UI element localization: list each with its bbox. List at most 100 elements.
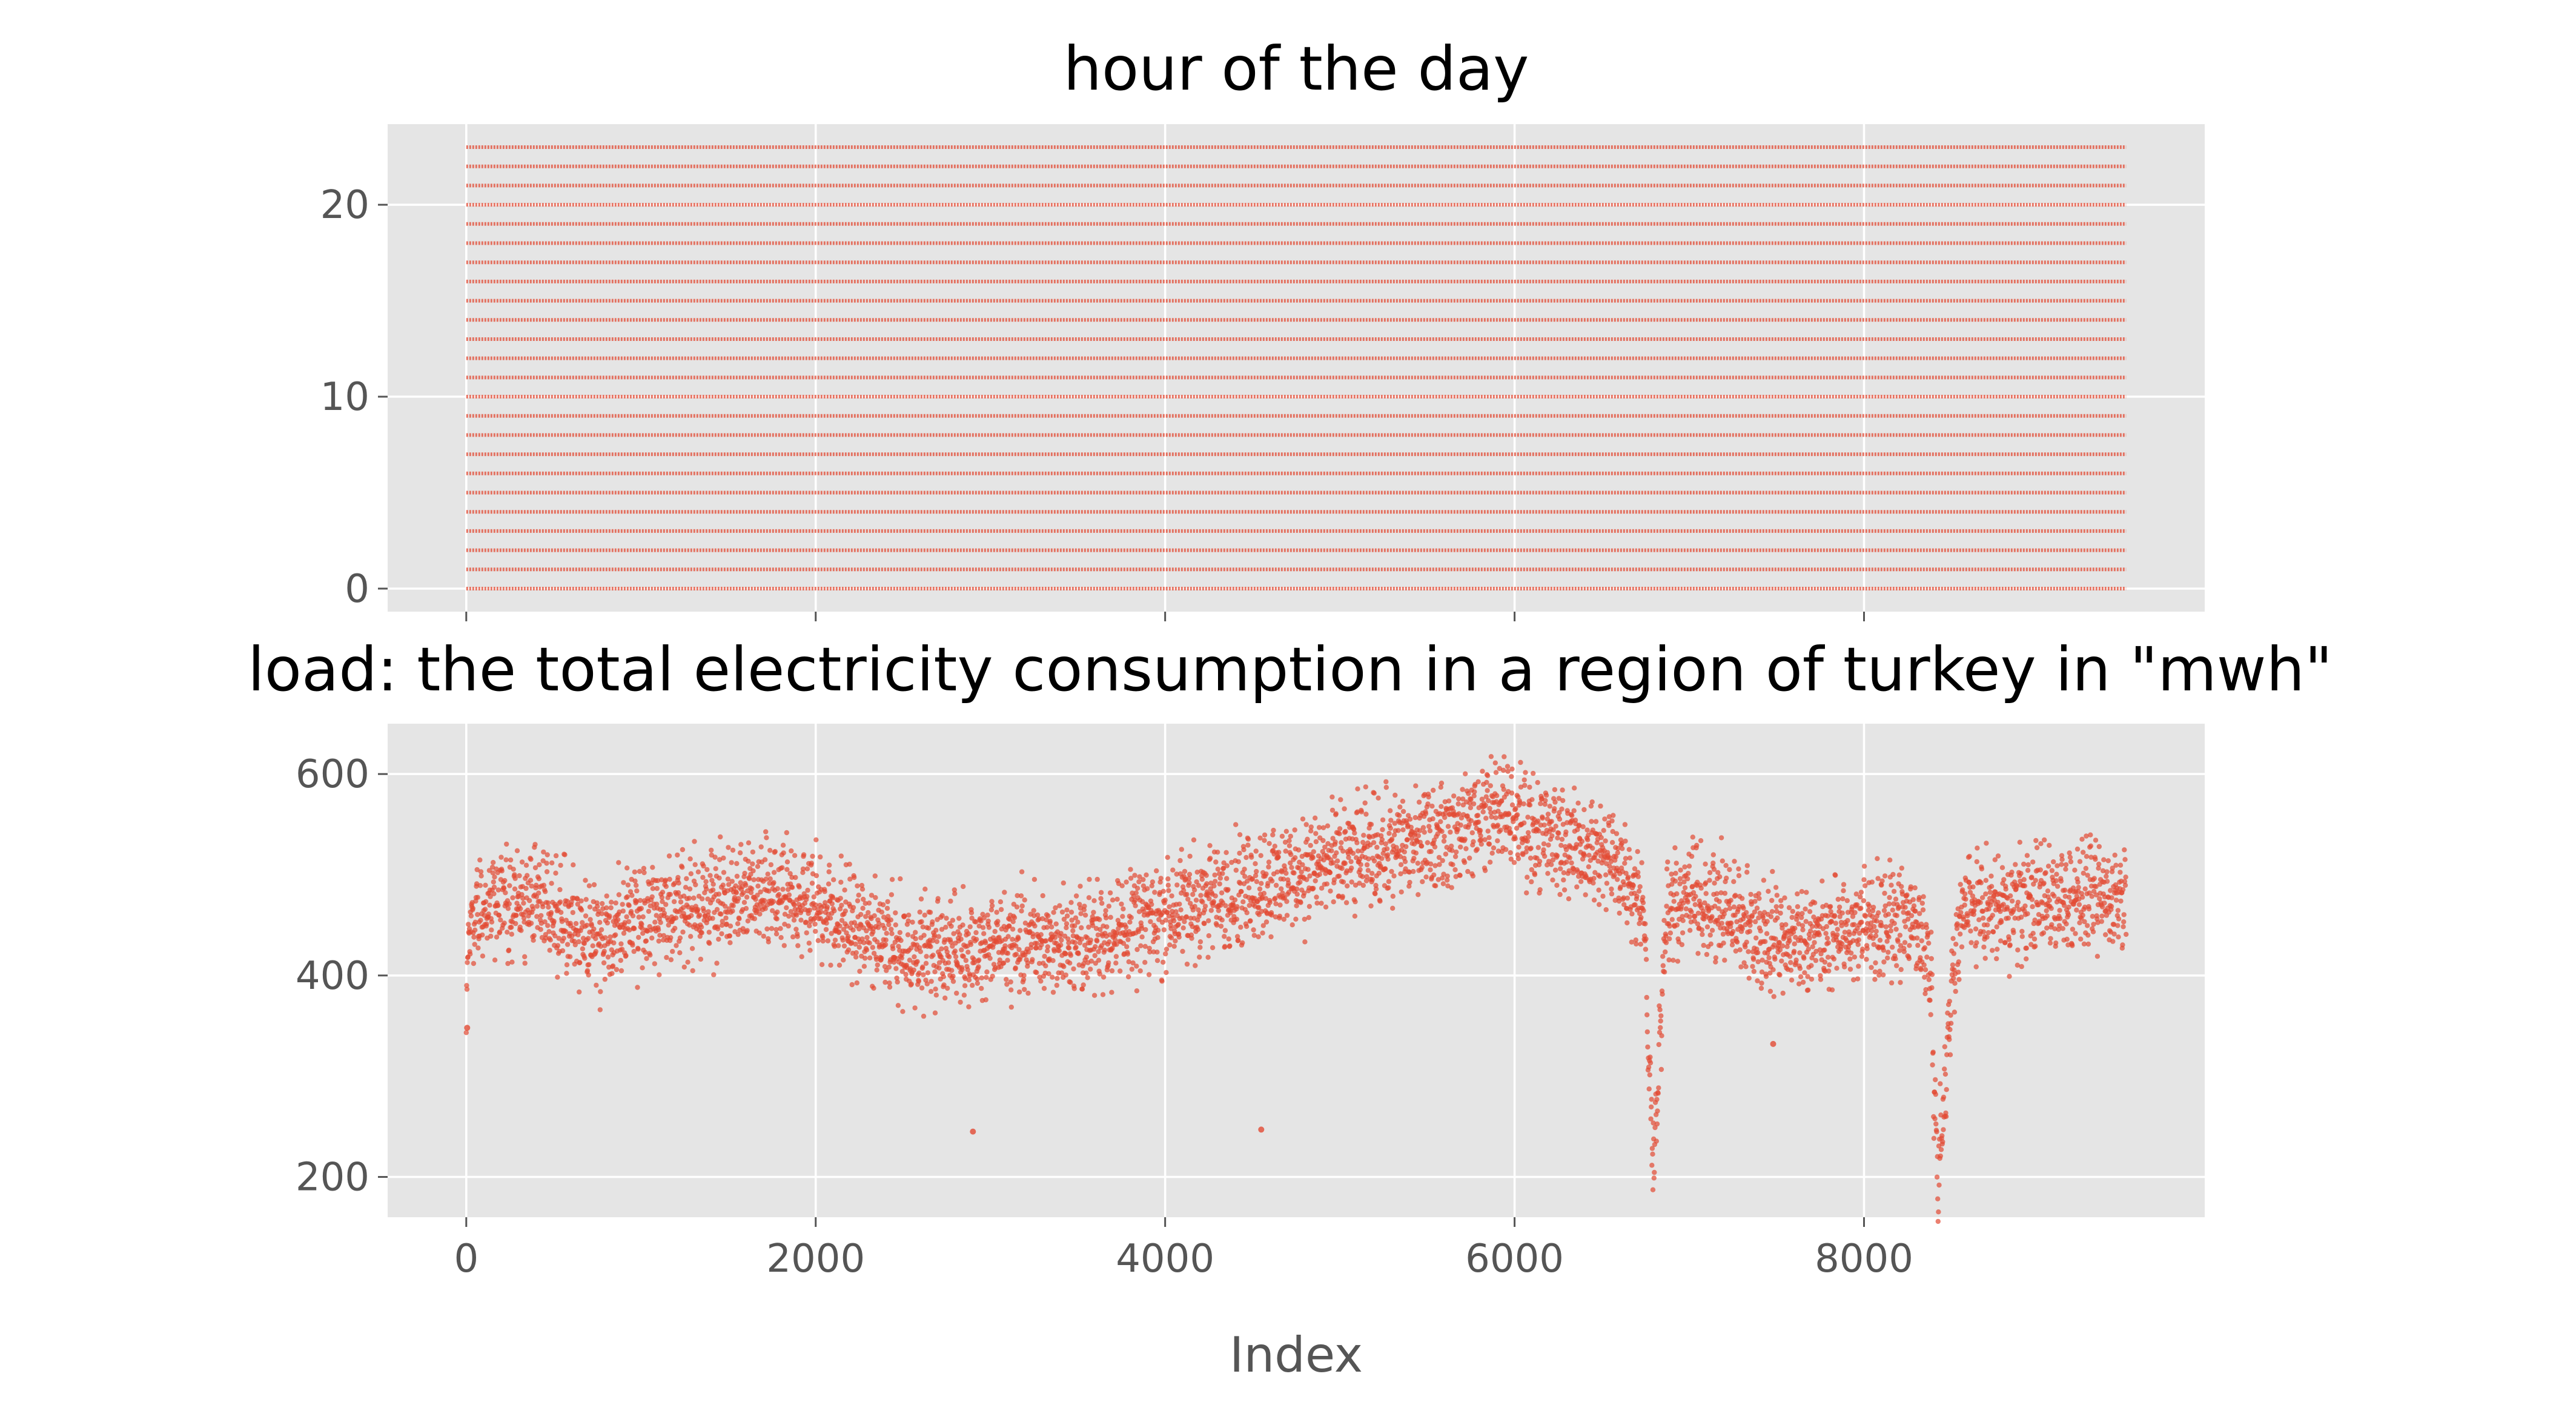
load-point [989,903,995,908]
load-point [584,922,589,928]
load-point [1516,844,1521,850]
load-point [1402,849,1407,855]
load-point [1663,933,1669,939]
load-point [1445,824,1451,829]
load-point [1861,877,1867,882]
load-point [1641,908,1646,913]
load-point [1869,965,1874,970]
load-point [1728,897,1733,903]
load-point [749,886,755,891]
load-point [1773,904,1779,910]
load-point [1466,791,1471,796]
load-point [768,862,774,868]
load-point [1141,883,1147,889]
load-point [1797,950,1803,956]
load-point [2112,852,2117,858]
load-point [1596,887,1601,893]
load-point [670,948,675,954]
load-point [886,922,892,928]
load-point [663,902,669,907]
load-point [1420,825,1426,830]
load-point [468,913,474,919]
load-point [1349,865,1354,871]
load-point [1984,934,1990,940]
load-point [1818,977,1824,982]
load-point [491,860,496,865]
load-point [1391,873,1397,879]
load-point [613,932,618,937]
load-point [711,972,717,977]
load-point [2111,931,2117,937]
load-point [1399,889,1404,895]
load-point [2079,894,2085,900]
load-point [1861,898,1867,904]
load-point [1502,754,1507,759]
load-point [1273,882,1279,888]
load-point [812,921,818,927]
load-point [1912,885,1918,891]
load-point [913,930,918,935]
load-point [1237,881,1243,886]
load-point [1336,873,1342,879]
load-point [1895,939,1901,944]
load-point [1625,874,1631,880]
load-point [1973,964,1979,970]
load-point [463,1030,469,1036]
load-point [1886,934,1892,940]
load-point [673,915,679,921]
load-point [962,976,968,982]
load-point [1117,968,1123,974]
load-point [1211,899,1217,905]
load-point [738,880,743,885]
load-point [2122,857,2128,862]
load-point [1876,910,1881,916]
load-point [1189,936,1194,941]
load-point [934,939,940,945]
load-point [1683,906,1689,912]
load-point [1004,977,1009,982]
load-point [1780,925,1785,931]
load-point [1881,908,1887,913]
load-point [2049,868,2055,873]
load-point [1192,904,1197,910]
load-point [1522,782,1528,788]
load-point [1983,891,1988,897]
load-point [1603,907,1609,913]
load-point [1094,876,1100,882]
load-point [1965,913,1970,919]
load-point [861,896,866,902]
load-point [1540,815,1545,821]
load-plot-area [388,724,2205,1217]
load-point [1672,878,1678,884]
load-point [542,919,548,925]
load-point [1536,828,1541,834]
load-point [985,912,990,918]
load-point [801,852,807,858]
load-point [2089,894,2094,899]
load-point [532,865,538,871]
load-point [1852,954,1858,960]
load-point [1806,987,1811,993]
load-point [893,922,899,928]
load-point [1919,900,1925,906]
load-point [616,892,622,897]
load-point [1552,787,1558,793]
load-point [1165,882,1171,888]
load-point [663,884,669,890]
load-point [1999,865,2005,870]
load-point [1070,928,1076,934]
load-point [1990,948,1995,953]
load-point [847,861,852,867]
load-point [1284,913,1290,918]
load-point [829,931,834,936]
load-point [1392,821,1397,826]
load-point [621,930,627,936]
load-point [1858,890,1864,895]
load-point [1515,812,1520,818]
load-point [1579,839,1585,844]
load-point [1521,777,1527,783]
load-point [1797,966,1803,971]
load-point [1876,973,1882,978]
load-point [1419,843,1425,849]
load-point [1952,980,1958,986]
